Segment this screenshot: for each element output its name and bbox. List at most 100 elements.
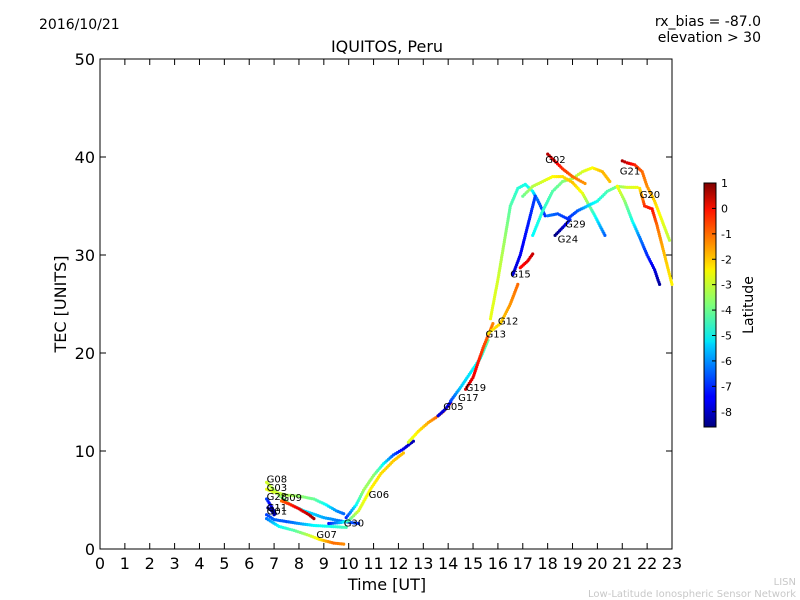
data-point [603, 233, 607, 237]
data-point [658, 282, 662, 286]
satellite-label: G15 [510, 270, 530, 281]
satellite-label: G02 [545, 155, 565, 166]
data-point [531, 252, 535, 256]
data-point [516, 282, 520, 286]
y-axis-label: TEC [UNITS] [51, 256, 70, 354]
x-tick-label: 15 [463, 554, 483, 573]
data-point [411, 439, 415, 443]
data-point [620, 159, 624, 163]
satellite-label: G13 [486, 329, 506, 340]
x-tick-label: 14 [438, 554, 458, 573]
data-point [543, 214, 547, 218]
x-tick-label: 11 [363, 554, 383, 573]
y-tick-label: 20 [75, 344, 95, 363]
colorbar-tick-label: -3 [721, 279, 732, 292]
data-point [344, 525, 348, 530]
y-axis: 0 10 20 30 40 50 [75, 50, 672, 559]
x-tick-label: 19 [562, 554, 582, 573]
data-point [635, 185, 639, 189]
footer-network: Low-Latitude Ionospheric Sensor Network [588, 589, 796, 600]
colorbar [703, 182, 717, 428]
x-tick-label: 23 [662, 554, 682, 573]
x-tick-label: 6 [244, 554, 254, 573]
satellite-label: G20 [640, 190, 660, 201]
data-point [608, 179, 612, 184]
colorbar-tick-label: 1 [721, 177, 728, 190]
data-point [357, 521, 361, 526]
satellite-label: G21 [620, 167, 640, 178]
data-point [272, 513, 276, 517]
data-point [491, 322, 495, 326]
data-point [670, 282, 674, 286]
x-tick-label: 13 [413, 554, 433, 573]
satellite-label: G07 [316, 530, 336, 541]
data-point [533, 194, 537, 198]
satellite-label: G11 [267, 503, 287, 514]
x-tick-label: 7 [269, 554, 279, 573]
x-tick-label: 1 [120, 554, 130, 573]
satellite-labels: G08G03G28G09G11G01G07G30G06G05G17G19G13G… [267, 155, 661, 541]
data-point [342, 512, 346, 516]
colorbar-tick-label: -8 [721, 406, 732, 419]
satellite-label: G28 [267, 492, 287, 503]
data-point [583, 181, 587, 186]
y-tick-label: 0 [85, 540, 95, 559]
x-tick-label: 5 [219, 554, 229, 573]
satellite-label: G17 [458, 393, 478, 404]
x-tick-label: 18 [537, 554, 557, 573]
y-tick-label: 50 [75, 50, 95, 69]
x-tick-label: 10 [339, 554, 359, 573]
satellite-label: G05 [443, 402, 463, 413]
satellite-label: G29 [565, 220, 585, 231]
chart-title: IQUITOS, Peru [331, 37, 443, 56]
data-point [342, 542, 346, 546]
colorbar-tick-label: -7 [721, 380, 732, 393]
elevation-label: elevation > 30 [657, 30, 761, 46]
colorbar-tick-label: -1 [721, 228, 732, 241]
x-tick-label: 12 [388, 554, 408, 573]
x-tick-label: 4 [194, 554, 204, 573]
data-point [401, 451, 405, 455]
satellite-label: G06 [369, 490, 389, 501]
rx-bias-label: rx_bias = -87.0 [654, 14, 761, 30]
satellite-label: G12 [498, 317, 518, 328]
x-axis: 0 1 2 3 4 5 6 7 8 9 10 11 12 13 14 15 16 17 18 19 20 21 22 23 [95, 59, 682, 573]
x-axis-label: Time [UT] [347, 575, 426, 594]
satellite-label: G03 [267, 483, 287, 494]
satellite-label: G19 [466, 383, 486, 394]
data-point [312, 517, 316, 521]
satellite-label: G08 [267, 474, 287, 485]
colorbar-tick-label: -5 [721, 330, 732, 343]
x-tick-label: 9 [319, 554, 329, 573]
satellite-label: G30 [344, 519, 364, 530]
x-tick-label: 20 [587, 554, 607, 573]
date-label: 2016/10/21 [39, 17, 120, 33]
colorbar-ticks: 1 0 -1 -2 -3 -4 -5 -6 -7 -8 [712, 177, 732, 419]
footer-lisn: LISN [773, 577, 796, 588]
data-point [623, 160, 627, 164]
satellite-label: G09 [282, 493, 302, 504]
satellite-label: G01 [267, 507, 287, 518]
satellite-label: G24 [558, 234, 578, 245]
x-tick-label: 21 [612, 554, 632, 573]
colorbar-tick-label: -4 [721, 304, 732, 317]
x-tick-label: 2 [145, 554, 155, 573]
colorbar-tick-label: -6 [721, 355, 732, 368]
colorbar-tick-label: -2 [721, 253, 732, 266]
x-tick-label: 17 [513, 554, 533, 573]
x-tick-label: 0 [95, 554, 105, 573]
x-tick-label: 16 [488, 554, 508, 573]
data-points [265, 152, 674, 546]
y-tick-label: 30 [75, 246, 95, 265]
data-point [667, 238, 672, 242]
plot-frame [99, 58, 673, 550]
y-tick-label: 40 [75, 148, 95, 167]
y-tick-label: 10 [75, 442, 95, 461]
x-tick-label: 8 [294, 554, 304, 573]
colorbar-label: Latitude [741, 276, 757, 334]
colorbar-tick-label: 0 [721, 202, 728, 215]
data-point [568, 218, 572, 222]
x-tick-label: 22 [637, 554, 657, 573]
x-tick-label: 3 [170, 554, 180, 573]
